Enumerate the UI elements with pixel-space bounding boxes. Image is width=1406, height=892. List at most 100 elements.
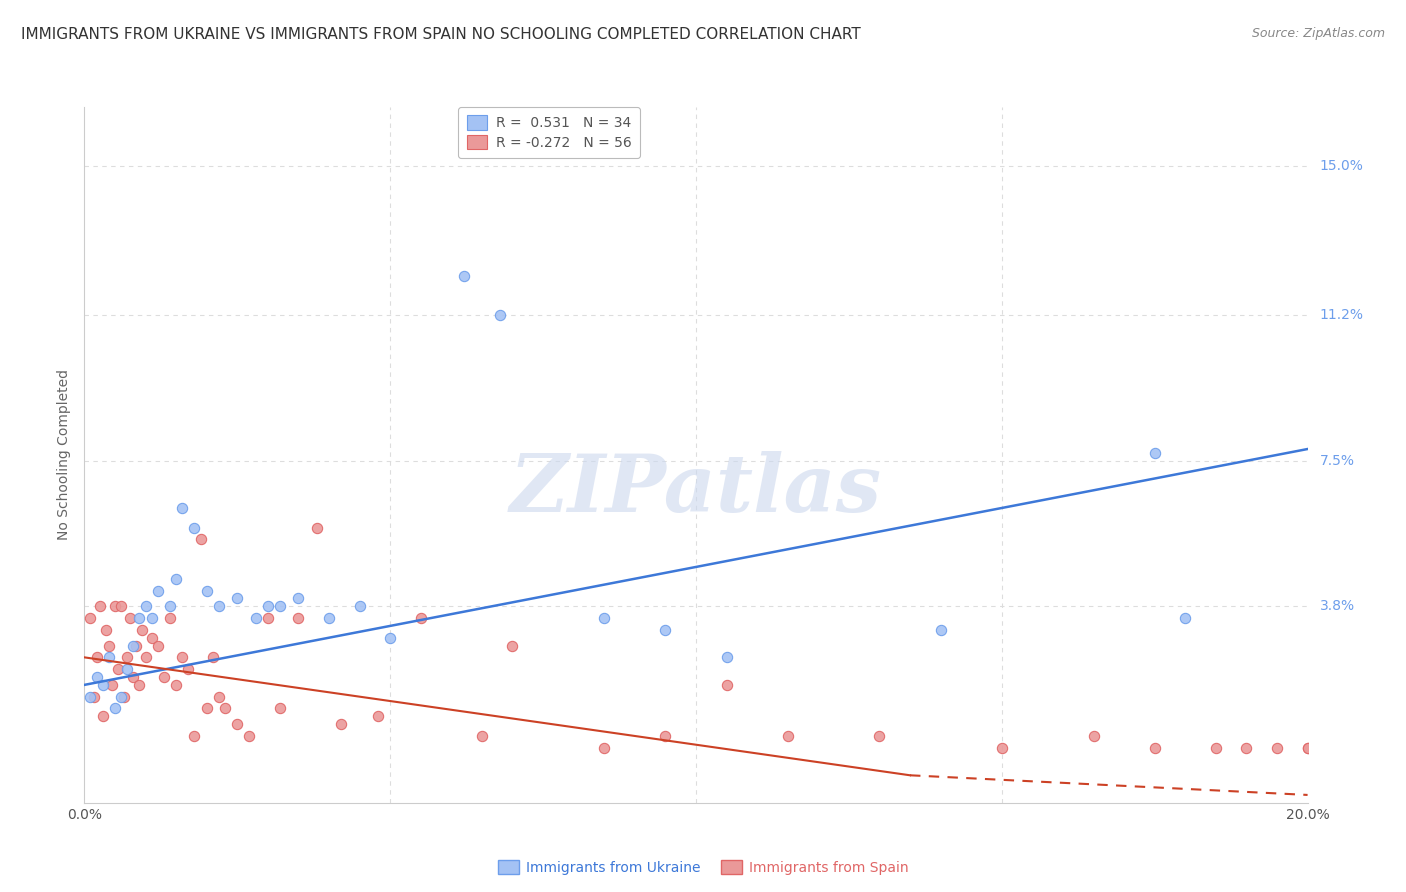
Point bbox=[349, 599, 371, 614]
Point bbox=[177, 662, 200, 676]
Point bbox=[172, 650, 194, 665]
Point bbox=[79, 611, 101, 625]
Point bbox=[654, 729, 676, 743]
Point bbox=[716, 678, 738, 692]
Point bbox=[214, 701, 236, 715]
Point bbox=[128, 611, 150, 625]
Point bbox=[1174, 611, 1197, 625]
Point bbox=[990, 740, 1012, 755]
Point bbox=[1296, 740, 1319, 755]
Point bbox=[131, 623, 153, 637]
Point bbox=[141, 611, 163, 625]
Legend: R =  0.531   N = 34, R = -0.272   N = 56: R = 0.531 N = 34, R = -0.272 N = 56 bbox=[458, 107, 640, 158]
Point bbox=[269, 599, 291, 614]
Point bbox=[201, 650, 224, 665]
Point bbox=[226, 591, 249, 606]
Point bbox=[159, 599, 181, 614]
Point bbox=[122, 639, 145, 653]
Text: 3.8%: 3.8% bbox=[1320, 599, 1355, 614]
Point bbox=[654, 623, 676, 637]
Legend: Immigrants from Ukraine, Immigrants from Spain: Immigrants from Ukraine, Immigrants from… bbox=[492, 855, 914, 880]
Point bbox=[226, 717, 249, 731]
Point bbox=[409, 611, 432, 625]
Point bbox=[929, 623, 952, 637]
Point bbox=[1143, 740, 1166, 755]
Point bbox=[141, 631, 163, 645]
Point bbox=[128, 678, 150, 692]
Point bbox=[112, 690, 135, 704]
Point bbox=[107, 662, 129, 676]
Point bbox=[153, 670, 176, 684]
Point bbox=[97, 639, 120, 653]
Point bbox=[115, 662, 138, 676]
Point bbox=[86, 670, 108, 684]
Point bbox=[305, 521, 328, 535]
Point bbox=[110, 599, 132, 614]
Point bbox=[104, 599, 127, 614]
Point bbox=[122, 670, 145, 684]
Point bbox=[1205, 740, 1227, 755]
Point bbox=[79, 690, 101, 704]
Point bbox=[91, 678, 114, 692]
Point bbox=[104, 701, 127, 715]
Point bbox=[208, 690, 231, 704]
Text: Source: ZipAtlas.com: Source: ZipAtlas.com bbox=[1251, 27, 1385, 40]
Point bbox=[208, 599, 231, 614]
Point bbox=[183, 521, 205, 535]
Point bbox=[1143, 446, 1166, 460]
Point bbox=[1083, 729, 1105, 743]
Text: ZIPatlas: ZIPatlas bbox=[510, 451, 882, 528]
Point bbox=[146, 639, 169, 653]
Point bbox=[110, 690, 132, 704]
Point bbox=[195, 701, 218, 715]
Point bbox=[776, 729, 799, 743]
Point bbox=[716, 650, 738, 665]
Point bbox=[165, 572, 187, 586]
Point bbox=[489, 309, 512, 323]
Point bbox=[159, 611, 181, 625]
Point bbox=[83, 690, 105, 704]
Point bbox=[238, 729, 260, 743]
Point bbox=[135, 650, 157, 665]
Point bbox=[195, 583, 218, 598]
Point bbox=[287, 591, 309, 606]
Point bbox=[1296, 740, 1319, 755]
Text: 15.0%: 15.0% bbox=[1320, 159, 1364, 173]
Point bbox=[869, 729, 891, 743]
Point bbox=[257, 611, 280, 625]
Point bbox=[1265, 740, 1288, 755]
Text: 11.2%: 11.2% bbox=[1320, 309, 1364, 322]
Point bbox=[190, 533, 212, 547]
Point bbox=[135, 599, 157, 614]
Text: 7.5%: 7.5% bbox=[1320, 454, 1355, 467]
Point bbox=[453, 268, 475, 283]
Point bbox=[245, 611, 267, 625]
Y-axis label: No Schooling Completed: No Schooling Completed bbox=[58, 369, 72, 541]
Point bbox=[471, 729, 494, 743]
Point bbox=[146, 583, 169, 598]
Point bbox=[94, 623, 117, 637]
Point bbox=[101, 678, 124, 692]
Point bbox=[1234, 740, 1257, 755]
Point bbox=[501, 639, 523, 653]
Point bbox=[330, 717, 353, 731]
Point bbox=[89, 599, 111, 614]
Point bbox=[115, 650, 138, 665]
Point bbox=[318, 611, 340, 625]
Point bbox=[165, 678, 187, 692]
Point bbox=[367, 709, 389, 723]
Point bbox=[125, 639, 148, 653]
Text: IMMIGRANTS FROM UKRAINE VS IMMIGRANTS FROM SPAIN NO SCHOOLING COMPLETED CORRELAT: IMMIGRANTS FROM UKRAINE VS IMMIGRANTS FR… bbox=[21, 27, 860, 42]
Point bbox=[91, 709, 114, 723]
Point bbox=[97, 650, 120, 665]
Point bbox=[257, 599, 280, 614]
Point bbox=[269, 701, 291, 715]
Point bbox=[120, 611, 142, 625]
Point bbox=[183, 729, 205, 743]
Point bbox=[86, 650, 108, 665]
Point bbox=[593, 611, 616, 625]
Point bbox=[287, 611, 309, 625]
Point bbox=[593, 740, 616, 755]
Point bbox=[172, 500, 194, 515]
Point bbox=[380, 631, 402, 645]
